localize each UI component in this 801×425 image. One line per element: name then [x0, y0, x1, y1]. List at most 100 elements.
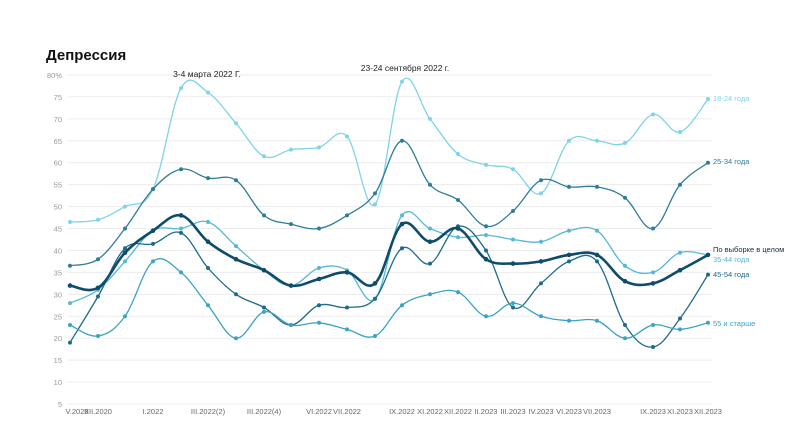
x-tick-label: III.2022(4) — [247, 407, 282, 416]
data-point — [317, 145, 321, 150]
series-line — [69, 77, 709, 223]
data-point — [234, 292, 238, 297]
data-point — [428, 292, 432, 297]
data-point — [178, 213, 184, 218]
annotation-september-2022: 23-24 сентября 2022 г. — [361, 63, 449, 73]
x-tick-label: VII.2022 — [333, 407, 361, 416]
series-label: 45-54 года — [713, 270, 750, 279]
data-point — [567, 184, 571, 189]
data-point — [400, 246, 404, 251]
x-tick-label: XI.2022 — [417, 407, 443, 416]
data-point — [206, 266, 210, 270]
data-point — [96, 257, 100, 262]
data-point — [456, 152, 460, 156]
series-label: 25-34 года — [713, 157, 750, 166]
data-point — [68, 220, 72, 224]
data-point — [651, 345, 655, 349]
data-point — [234, 244, 238, 249]
data-point — [262, 309, 266, 314]
data-point — [623, 336, 627, 341]
data-point — [595, 259, 599, 264]
data-point — [234, 178, 238, 183]
data-point — [206, 220, 210, 224]
data-point — [651, 112, 655, 117]
data-point — [68, 263, 72, 268]
data-point — [623, 263, 627, 268]
data-point — [567, 259, 571, 264]
data-point — [179, 226, 183, 231]
data-point — [511, 167, 515, 172]
data-point — [706, 320, 710, 325]
y-tick-label: 5 — [58, 400, 62, 409]
x-tick-label: XI.2023 — [667, 407, 693, 416]
data-point — [595, 138, 599, 143]
data-point — [234, 121, 238, 126]
data-point — [510, 261, 516, 266]
data-point — [511, 301, 515, 306]
x-tick-label: III.2023 — [500, 407, 525, 416]
data-point — [122, 250, 128, 255]
data-point — [96, 217, 100, 222]
data-point — [67, 283, 73, 288]
x-tick-label: II.2023 — [475, 407, 498, 416]
data-point — [456, 290, 460, 295]
data-point — [345, 305, 349, 310]
data-point — [151, 259, 155, 264]
data-point — [428, 116, 432, 121]
series-line — [69, 258, 709, 339]
y-tick-label: 60 — [54, 159, 62, 168]
data-point — [123, 226, 127, 231]
series-line — [69, 140, 709, 267]
data-point — [399, 221, 405, 227]
data-point — [206, 303, 210, 308]
data-point — [179, 167, 183, 172]
data-point — [373, 334, 377, 338]
data-point — [623, 195, 627, 200]
series-label: 35-44 года — [713, 255, 750, 264]
x-tick-label: IX.2022 — [389, 407, 415, 416]
data-point — [511, 305, 515, 310]
data-point — [594, 252, 600, 258]
data-point — [400, 79, 404, 84]
data-point — [678, 130, 682, 134]
series-line — [69, 213, 709, 292]
y-tick-label: 15 — [54, 356, 62, 365]
data-point — [650, 281, 656, 286]
data-point — [651, 226, 655, 231]
data-point — [123, 246, 127, 251]
y-tick-label: 10 — [54, 378, 62, 387]
data-point — [538, 259, 544, 264]
data-point — [678, 327, 682, 332]
x-tick-label: VII.2023 — [583, 407, 611, 416]
data-point — [233, 256, 239, 262]
y-tick-label: 40 — [54, 246, 62, 255]
data-point — [150, 228, 156, 233]
data-point — [595, 228, 599, 233]
data-point — [706, 272, 710, 277]
data-point — [623, 141, 627, 145]
data-point — [539, 314, 543, 319]
data-point — [484, 314, 488, 319]
y-tick-label: 70 — [54, 115, 62, 124]
data-point — [427, 239, 433, 244]
data-point — [705, 252, 711, 258]
data-point — [317, 303, 321, 308]
series-label: 18-24 года — [713, 94, 750, 103]
data-point — [262, 154, 266, 159]
data-point — [595, 184, 599, 189]
data-point — [206, 176, 210, 181]
data-point — [123, 259, 127, 264]
data-point — [345, 134, 349, 139]
y-tick-label: 65 — [54, 137, 62, 146]
data-point — [289, 323, 293, 327]
data-point — [567, 318, 571, 323]
data-point — [373, 202, 377, 207]
data-point — [678, 182, 682, 187]
data-point — [455, 226, 461, 231]
y-tick-label: 20 — [54, 334, 62, 343]
y-tick-label: 25 — [54, 312, 62, 321]
x-tick-label: IX.2023 — [640, 407, 666, 416]
data-point — [123, 314, 127, 319]
data-point — [345, 213, 349, 218]
